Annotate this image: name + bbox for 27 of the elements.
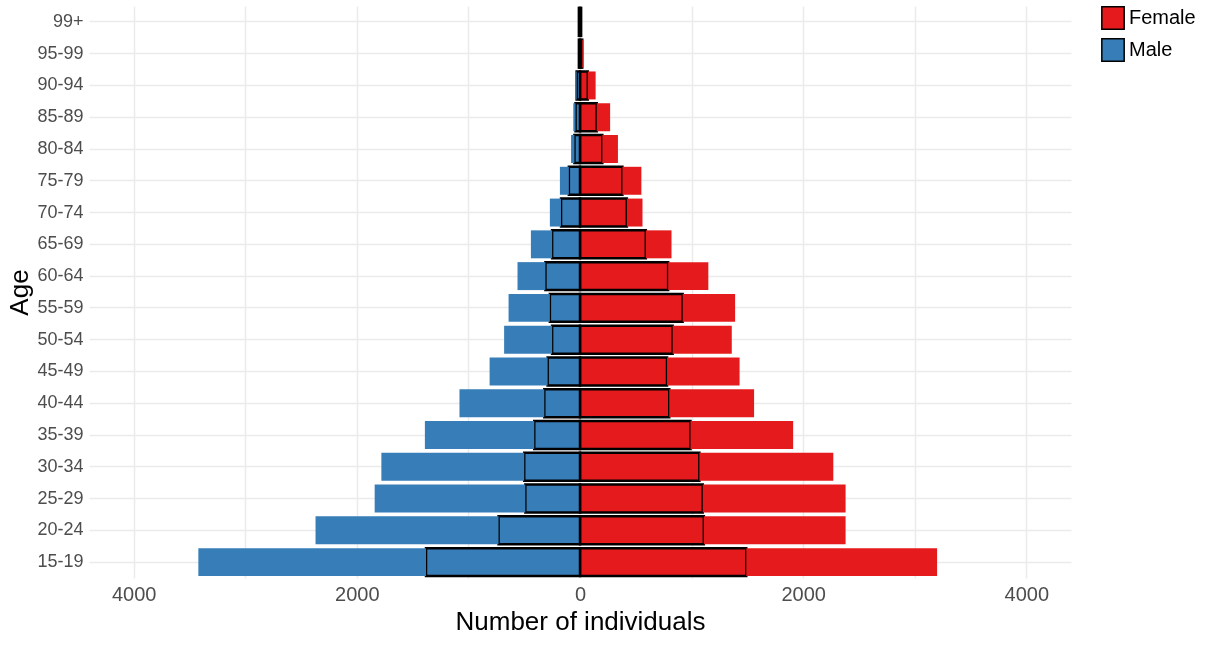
x-axis-title: Number of individuals xyxy=(455,605,706,636)
y-tick-label: 85-89 xyxy=(37,106,84,127)
y-tick-label: 90-94 xyxy=(37,74,84,95)
legend-label: Female xyxy=(1129,6,1196,28)
y-tick-label: 15-19 xyxy=(37,551,84,572)
y-tick-label: 25-29 xyxy=(37,487,84,508)
y-tick-label: 45-49 xyxy=(37,360,84,381)
y-tick-label: 30-34 xyxy=(37,455,84,476)
legend-label: Male xyxy=(1129,38,1173,60)
y-tick-label: 40-44 xyxy=(37,392,84,413)
y-tick-label: 70-74 xyxy=(37,201,84,222)
x-tick-label: 2000 xyxy=(781,582,826,605)
y-tick-label: 99+ xyxy=(52,10,84,31)
x-tick-label: 0 xyxy=(574,582,587,605)
y-axis-title: Age xyxy=(4,269,35,316)
y-tick-label: 50-54 xyxy=(37,328,84,349)
y-tick-label: 55-59 xyxy=(37,296,84,317)
x-tick-label: 2000 xyxy=(335,582,380,605)
y-tick-label: 95-99 xyxy=(37,42,84,63)
y-tick-label: 65-69 xyxy=(37,233,84,254)
y-tick-label: 75-79 xyxy=(37,169,84,190)
x-tick-label: 4000 xyxy=(111,582,157,605)
y-tick-label: 20-24 xyxy=(37,519,84,540)
y-tick-label: 80-84 xyxy=(37,138,84,158)
x-tick-label: 4000 xyxy=(1004,582,1050,605)
y-tick-label: 35-39 xyxy=(37,424,84,444)
y-tick-label: 60-64 xyxy=(37,265,84,286)
